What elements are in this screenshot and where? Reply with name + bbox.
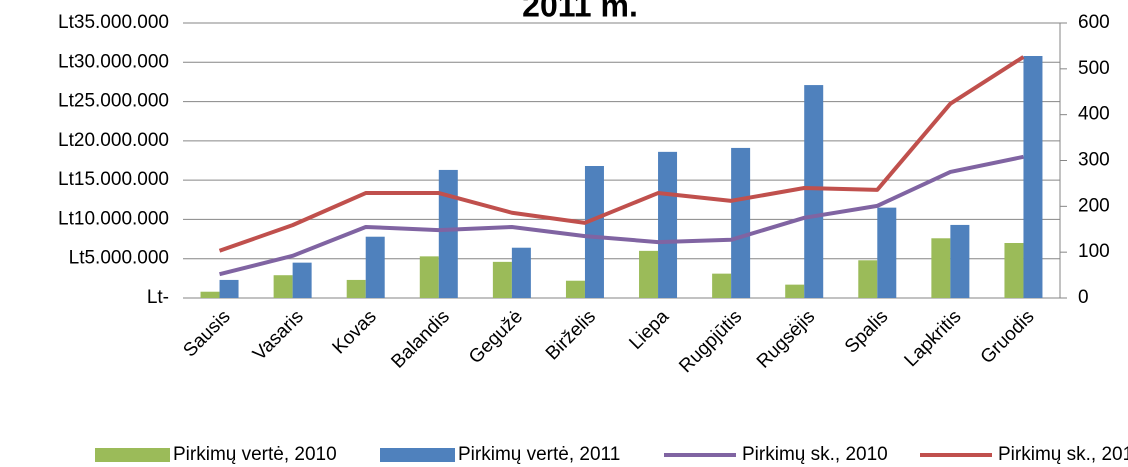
y2-tick-label: 500: [1078, 58, 1110, 79]
x-tick-label: Liepa: [625, 306, 673, 354]
y2-tick-label: 200: [1078, 195, 1110, 216]
x-tick-label: Rugpjūtis: [675, 306, 746, 377]
bar: [658, 151, 678, 298]
bar: [950, 224, 970, 298]
x-tick-label: Balandis: [387, 306, 453, 372]
bar: [292, 262, 312, 298]
bar: [1004, 243, 1024, 298]
bar: [438, 169, 458, 298]
bar: [877, 207, 897, 298]
x-tick-label: Spalis: [841, 306, 892, 357]
x-tick-label: Gegužė: [465, 306, 527, 368]
y-tick-label: Lt25.000.000: [58, 91, 169, 112]
line-series: [219, 154, 1024, 277]
x-tick-label: Birželis: [542, 306, 600, 364]
x-tick-label: Kovas: [329, 306, 381, 358]
y-tick-label: Lt35.000.000: [58, 12, 169, 33]
bar: [346, 279, 366, 298]
legend-label: Pirkimų sk., 2011: [998, 444, 1128, 465]
x-tick-label: Vasaris: [249, 306, 308, 365]
y-tick-label: Lt-: [147, 287, 169, 308]
bar: [804, 85, 824, 298]
bar: [639, 250, 659, 298]
y-tick-label: Lt20.000.000: [58, 130, 169, 151]
bar: [712, 273, 732, 298]
bar: [492, 261, 512, 298]
x-tick-label: Rugsėjis: [753, 306, 819, 372]
y2-tick-label: 100: [1078, 241, 1110, 262]
bar: [419, 256, 439, 298]
bar: [858, 260, 878, 298]
x-tick-label: Sausis: [179, 306, 234, 361]
x-tick-label: Lapkritis: [901, 306, 966, 371]
bar: [365, 236, 385, 298]
bar: [584, 166, 604, 298]
legend-label: Pirkimų sk., 2010: [742, 444, 888, 465]
y-tick-label: Lt5.000.000: [69, 248, 169, 269]
y-tick-label: Lt10.000.000: [58, 208, 169, 229]
y2-tick-label: 0: [1078, 287, 1089, 308]
bar: [200, 291, 220, 298]
bar: [1023, 56, 1043, 298]
y2-tick-label: 600: [1078, 12, 1110, 33]
bar: [931, 238, 951, 298]
legend-swatch: [95, 448, 170, 462]
bar: [565, 280, 585, 298]
y-tick-label: Lt30.000.000: [58, 51, 169, 72]
chart-title: 2011 m.: [522, 0, 638, 23]
bar: [511, 247, 531, 298]
line-series: [218, 55, 1025, 253]
legend-label: Pirkimų vertė, 2011: [458, 444, 620, 465]
bar: [219, 279, 239, 298]
y2-tick-label: 300: [1078, 150, 1110, 171]
y2-tick-label: 400: [1078, 104, 1110, 125]
y-tick-label: Lt15.000.000: [58, 169, 169, 190]
legend-label: Pirkimų vertė, 2010: [173, 444, 337, 465]
bar: [273, 275, 293, 298]
x-tick-label: Gruodis: [977, 306, 1039, 368]
bar: [785, 284, 805, 298]
bar: [731, 147, 751, 298]
legend-swatch: [380, 448, 455, 462]
